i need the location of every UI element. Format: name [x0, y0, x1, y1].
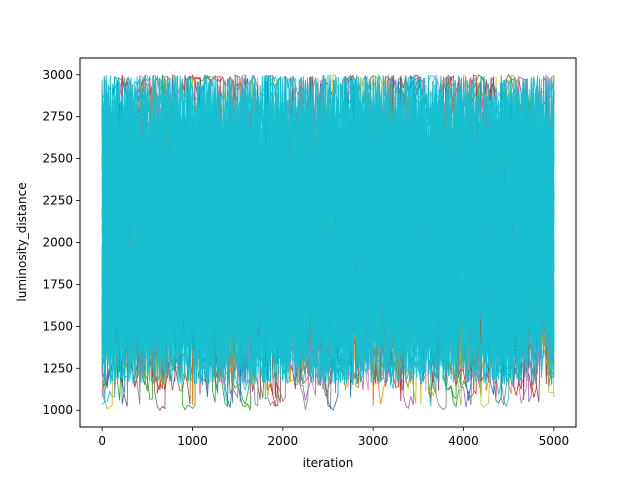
y-tick-label: 2500	[42, 152, 73, 166]
trace-series-line	[101, 76, 555, 383]
y-tick-label: 1500	[42, 319, 73, 333]
x-tick-label: 5000	[539, 434, 570, 448]
x-tick-label: 4000	[448, 434, 479, 448]
x-tick-label: 1000	[177, 434, 208, 448]
x-tick-label: 0	[98, 434, 106, 448]
trace-series-line	[101, 75, 555, 385]
x-tick-label: 2000	[268, 434, 299, 448]
y-tick-label: 2750	[42, 110, 73, 124]
y-tick-label: 2000	[42, 236, 73, 250]
x-axis-label: iteration	[303, 456, 354, 470]
y-axis-ticks: 1000 1250 1500 1750 2000 2250 2500 2750 3000	[42, 68, 80, 417]
y-tick-label: 1000	[42, 403, 73, 417]
y-tick-label: 3000	[42, 68, 73, 82]
series-traces	[101, 73, 555, 411]
x-tick-label: 3000	[358, 434, 389, 448]
y-axis-label: luminosity_distance	[15, 182, 29, 301]
y-tick-label: 1750	[42, 277, 73, 291]
trace-series-line	[101, 74, 555, 384]
plot-area	[101, 73, 555, 411]
x-axis-ticks: 0 1000 2000 3000 4000 5000	[98, 427, 569, 448]
y-tick-label: 1250	[42, 361, 73, 375]
y-tick-label: 2250	[42, 194, 73, 208]
